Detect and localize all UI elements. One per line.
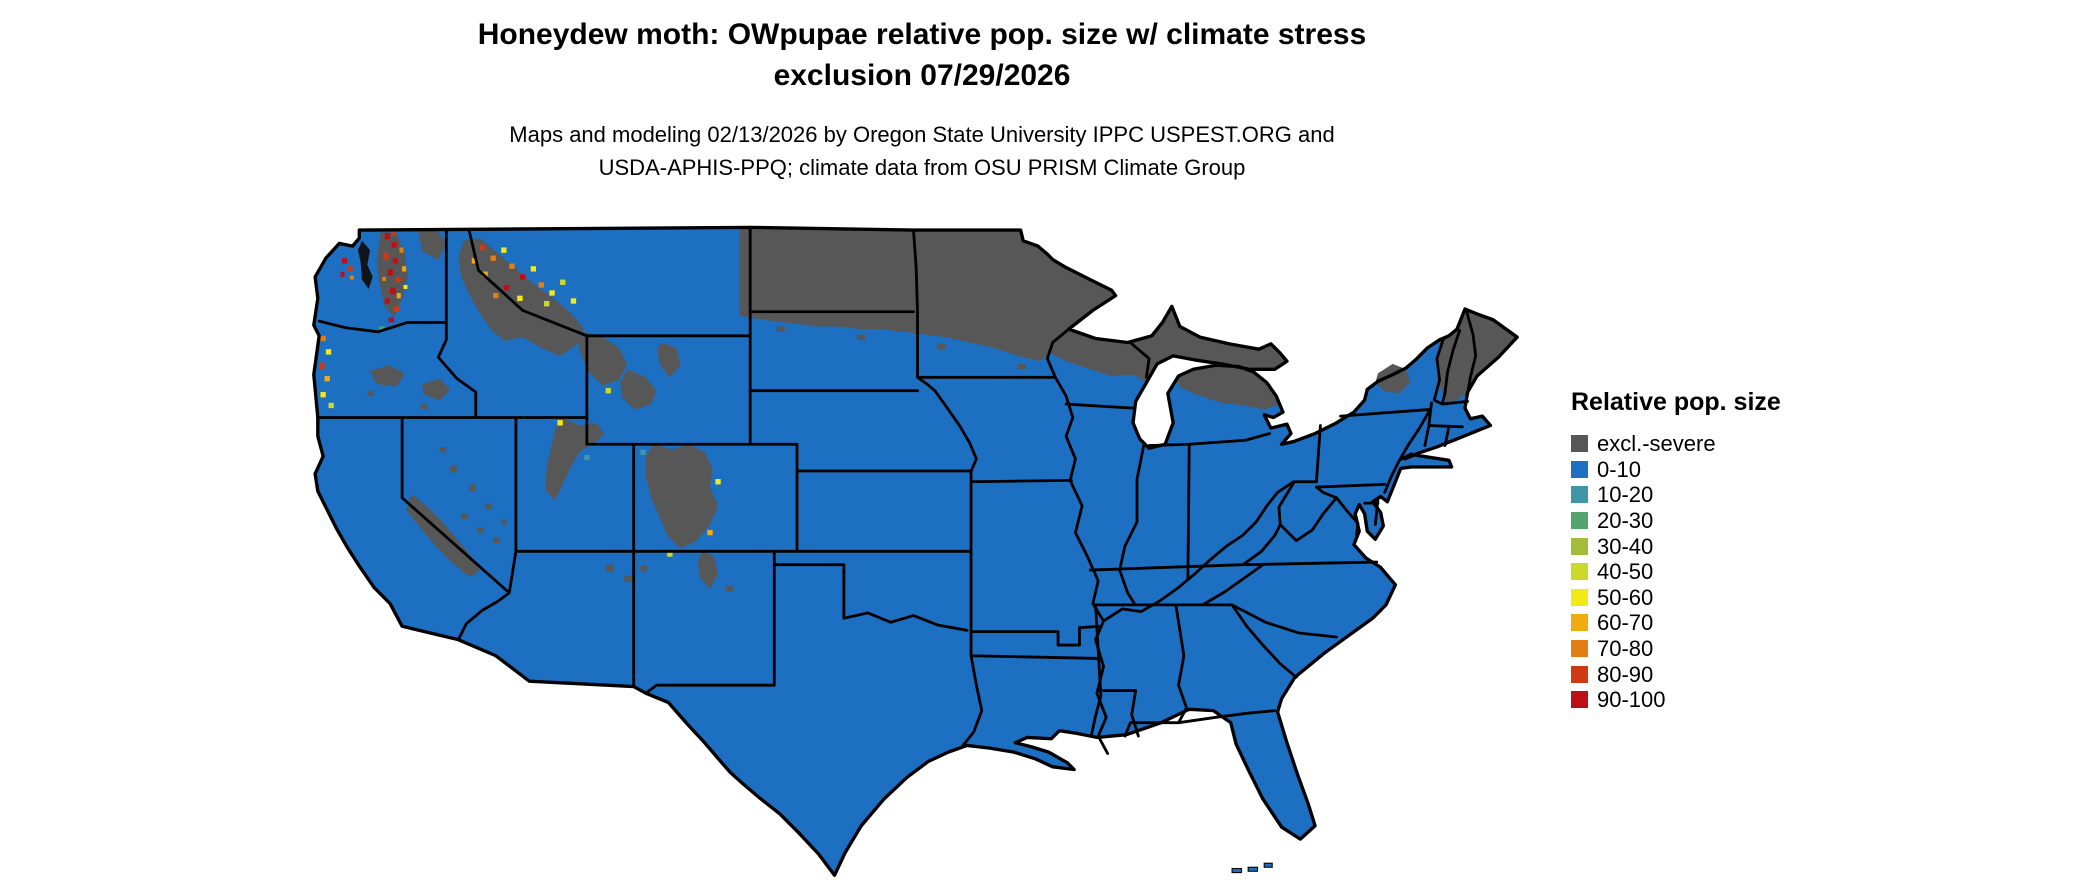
legend-label: 0-10	[1597, 456, 1642, 482]
figure-header: Honeydew moth: OWpupae relative pop. siz…	[222, 14, 1622, 184]
title-line1: Honeydew moth: OWpupae relative pop. siz…	[477, 18, 1367, 51]
legend-label: 70-80	[1597, 636, 1654, 662]
legend-label: excl.-severe	[1597, 431, 1716, 457]
map-legend: Relative pop. size excl.-severe 0-10 10-…	[1571, 388, 1831, 713]
legend-swatch	[1571, 691, 1588, 709]
exclusion-ne-washington	[418, 230, 447, 260]
legend-row: 40-50	[1571, 559, 1831, 585]
legend-label: 60-70	[1597, 610, 1654, 636]
state-borders-west	[316, 227, 972, 695]
figure-subtitle: Maps and modeling 02/13/2026 by Oregon S…	[222, 118, 1622, 184]
legend-swatch	[1571, 486, 1588, 504]
florida-keys	[1231, 862, 1273, 874]
exclusion-new-mexico-range	[697, 551, 719, 589]
exclusion-yellowstone	[577, 331, 628, 386]
legend-swatch	[1571, 588, 1588, 606]
state-borders-midwest-south	[1064, 341, 1379, 738]
legend-swatch	[1571, 563, 1588, 581]
state-borders-plains	[748, 228, 1101, 747]
legend-swatch	[1571, 537, 1588, 555]
legend-row: 80-90	[1571, 661, 1831, 687]
legend-label: 40-50	[1597, 559, 1654, 585]
state-borders-rivers	[1045, 327, 1318, 755]
legend-swatch	[1571, 460, 1588, 478]
legend-row: 20-30	[1571, 508, 1831, 534]
us-outline	[312, 225, 1519, 877]
legend-title: Relative pop. size	[1571, 388, 1781, 416]
legend-label: 90-100	[1597, 687, 1666, 713]
legend-row: 70-80	[1571, 636, 1831, 662]
exclusion-oregon-east	[422, 378, 451, 401]
exclusion-northern-band	[739, 227, 1287, 383]
us-map	[308, 214, 1527, 890]
subtitle-line1: Maps and modeling 02/13/2026 by Oregon S…	[509, 122, 1335, 147]
exclusion-wasatch	[545, 417, 605, 501]
legend-swatch	[1571, 512, 1588, 530]
puget-sound	[357, 240, 373, 289]
hotspot-speckles	[319, 231, 721, 557]
exclusion-flecks	[367, 326, 1026, 592]
legend-row: excl.-severe	[1571, 431, 1831, 457]
legend-swatch	[1571, 435, 1588, 453]
exclusion-bighorn	[657, 342, 681, 378]
exclusion-north-michigan	[1175, 366, 1279, 410]
legend-row: 60-70	[1571, 610, 1831, 636]
exclusion-regions	[367, 227, 1518, 592]
legend-label: 10-20	[1597, 482, 1654, 508]
exclusion-oregon-blue-mtns	[370, 365, 405, 387]
us-map-svg	[312, 225, 1519, 877]
legend-swatch	[1571, 665, 1588, 683]
legend-row: 10-20	[1571, 482, 1831, 508]
legend-label: 80-90	[1597, 661, 1654, 687]
legend-items: excl.-severe 0-10 10-20 20-30 30-40 40-5…	[1571, 431, 1831, 713]
legend-row: 50-60	[1571, 585, 1831, 611]
legend-label: 20-30	[1597, 508, 1654, 534]
subtitle-line2: USDA-APHIS-PPQ; climate data from OSU PR…	[598, 155, 1246, 180]
exclusion-colorado-rockies	[645, 444, 719, 549]
legend-label: 30-40	[1597, 533, 1654, 559]
legend-row: 30-40	[1571, 533, 1831, 559]
state-borders	[316, 227, 1478, 755]
legend-swatch	[1571, 614, 1588, 632]
title-line2: exclusion 07/29/2026	[773, 59, 1071, 92]
state-borders-northeast	[1278, 308, 1478, 543]
legend-swatch	[1571, 640, 1588, 658]
page-title: Honeydew moth: OWpupae relative pop. siz…	[222, 14, 1622, 96]
exclusion-wind-river	[620, 369, 657, 410]
legend-row: 90-100	[1571, 687, 1831, 713]
legend-row: 0-10	[1571, 457, 1831, 483]
legend-label: 50-60	[1597, 584, 1654, 610]
